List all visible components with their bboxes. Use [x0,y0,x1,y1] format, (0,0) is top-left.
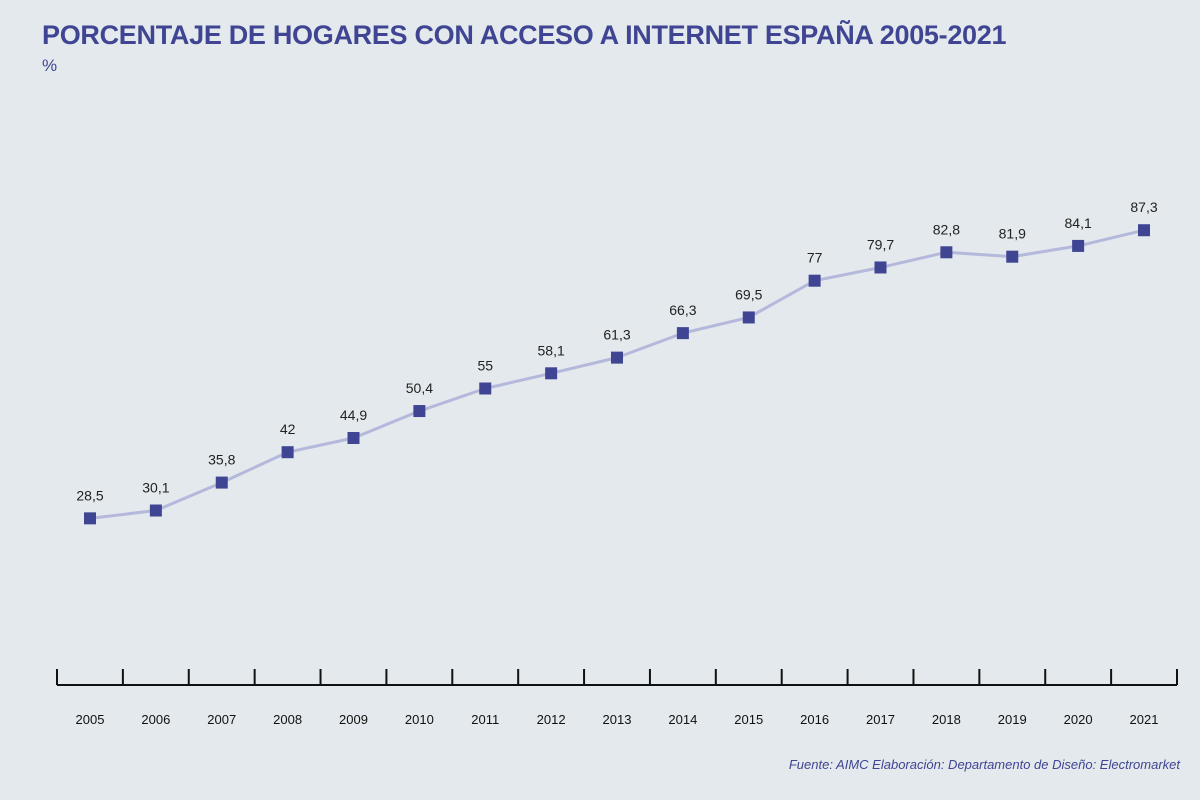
data-point-marker [1006,250,1019,263]
data-point-marker [742,311,755,324]
data-point-marker [1138,224,1150,237]
data-point-marker [1072,239,1085,252]
chart-title: PORCENTAJE DE HOGARES CON ACCESO A INTER… [42,20,1007,50]
data-label: 30,1 [142,480,169,496]
data-label: 28,5 [76,487,103,503]
data-label: 61,3 [603,327,630,343]
data-point-marker [84,512,96,525]
x-tick-label: 2010 [405,712,434,727]
x-tick-label: 2009 [339,712,368,727]
x-tick-label: 2016 [800,712,829,727]
data-label: 66,3 [669,302,696,318]
data-label: 79,7 [867,236,894,252]
x-tick-label: 2011 [471,712,499,727]
x-tick-label: 2013 [603,712,632,727]
data-point-marker [215,476,228,489]
data-point-marker [413,405,426,418]
data-label: 58,1 [538,342,565,358]
data-point-marker [676,327,689,340]
data-label: 82,8 [933,221,960,237]
data-point-marker [479,382,492,395]
series-line [89,228,1145,520]
x-tick-label: 2005 [76,712,105,727]
data-label: 81,9 [999,226,1026,242]
x-tick-label: 2015 [734,712,763,727]
data-label: 84,1 [1065,215,1092,231]
unit-label: % [42,56,58,75]
data-label: 35,8 [208,452,235,468]
data-point-marker [149,504,162,517]
x-tick-label: 2020 [1064,712,1093,727]
x-tick-label: 2008 [273,712,302,727]
data-label: 77 [807,250,823,266]
data-point-marker [281,446,294,459]
x-tick-label: 2006 [141,712,170,727]
data-label: 87,3 [1130,199,1157,215]
data-label: 42 [280,421,296,437]
data-label: 55 [477,358,493,374]
x-tick-label: 2021 [1130,712,1159,727]
x-tick-label: 2012 [537,712,566,727]
x-tick-label: 2019 [998,712,1027,727]
data-label: 69,5 [735,286,762,302]
source-note: Fuente: AIMC Elaboración: Departamento d… [788,757,1180,772]
data-label: 44,9 [340,407,367,423]
x-tick-label: 2018 [932,712,961,727]
data-point-marker [940,246,953,259]
x-tick-label: 2014 [668,712,697,727]
data-label: 50,4 [406,380,433,396]
x-tick-label: 2007 [207,712,236,727]
data-point-marker [611,351,623,364]
x-tick-label: 2017 [866,712,895,727]
data-point-marker [545,367,558,380]
data-point-marker [874,261,887,274]
data-point-marker [347,431,360,444]
data-point-marker [808,274,821,287]
